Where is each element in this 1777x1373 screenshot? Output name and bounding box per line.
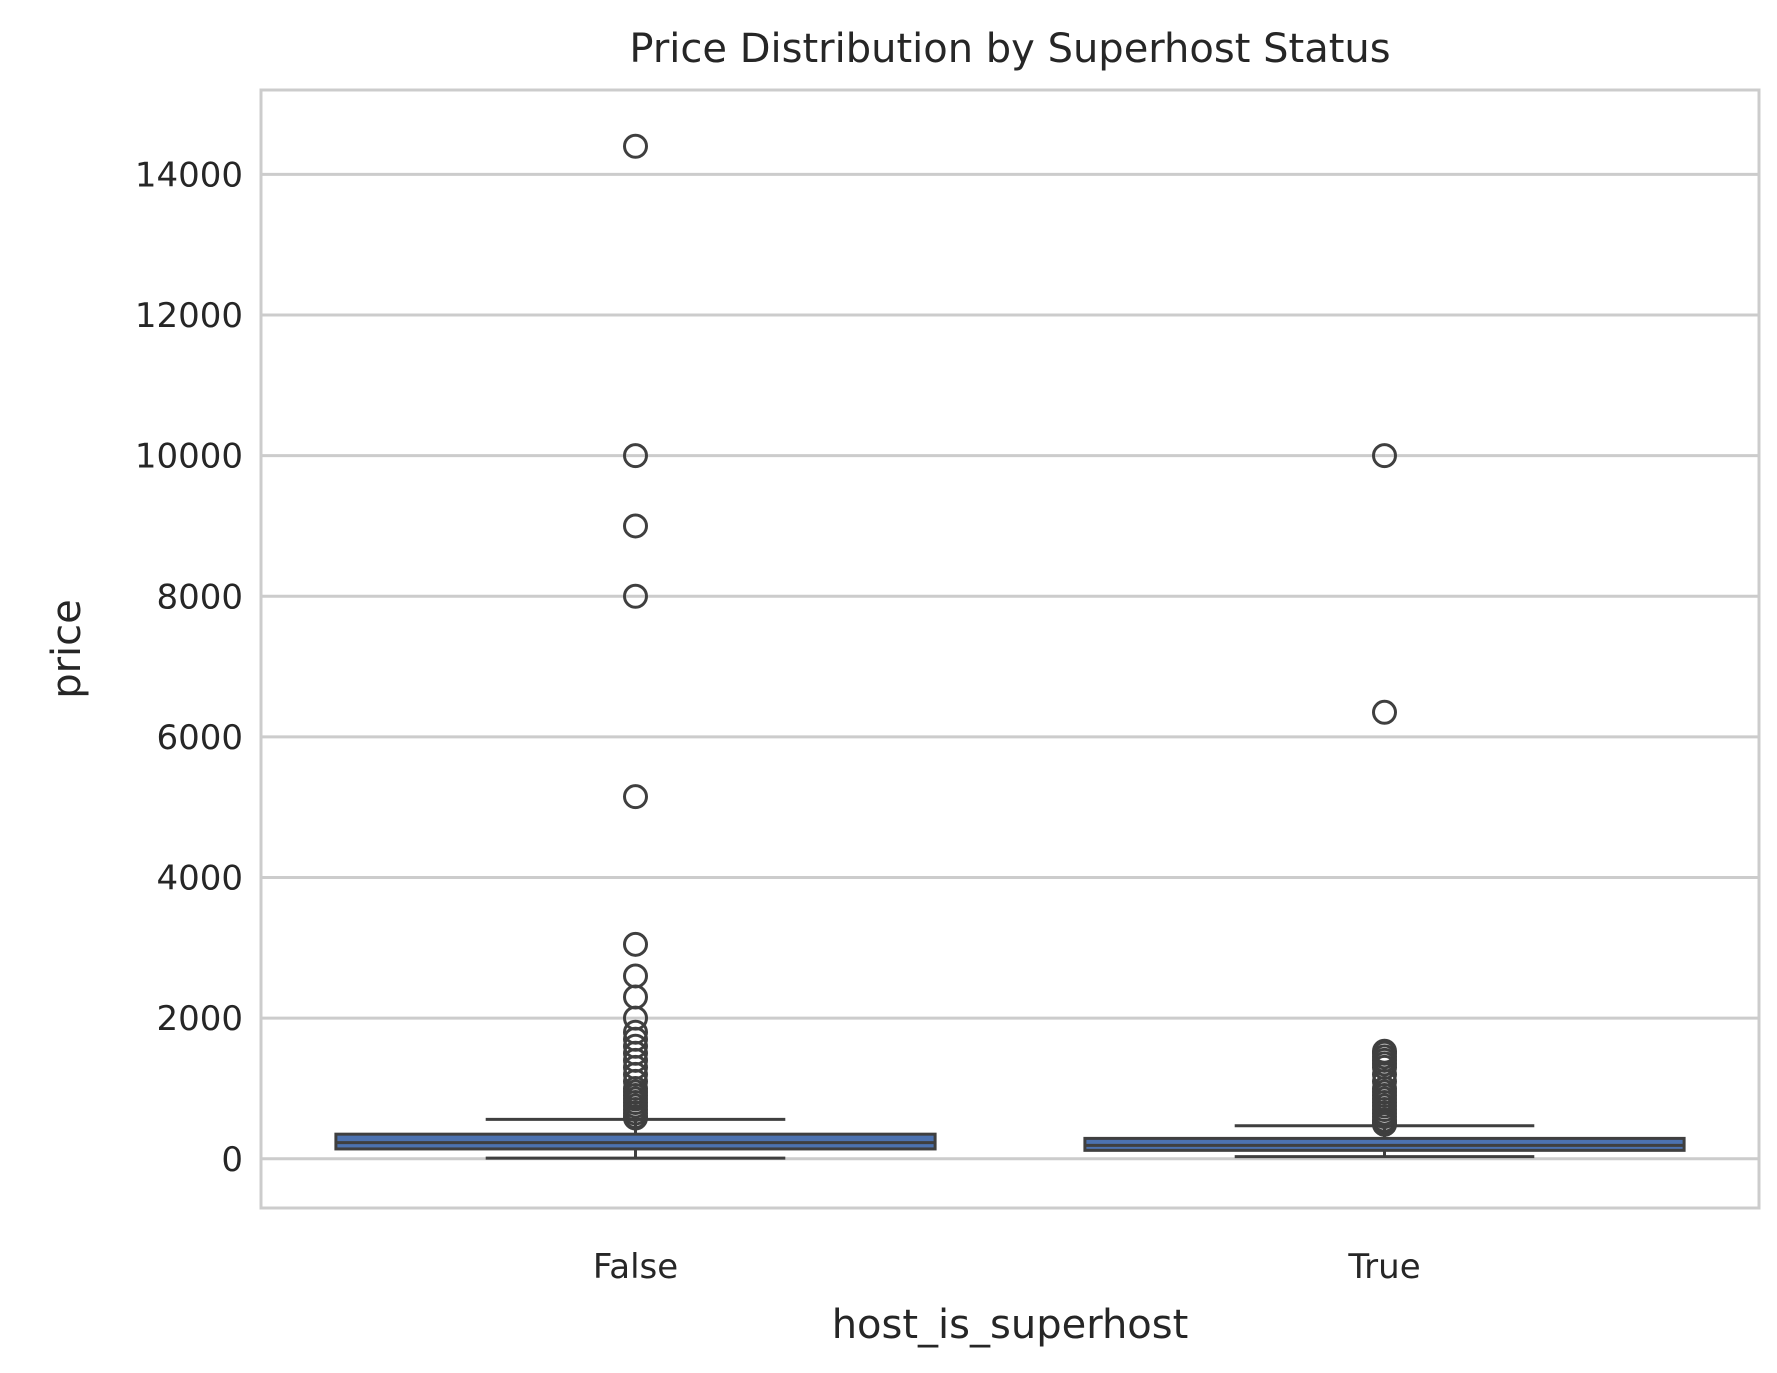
outlier-point [1372,443,1397,469]
y-tick-label: 14000 [135,155,243,195]
y-tick-label: 4000 [156,859,243,899]
x-tick-label: True [1347,1247,1420,1287]
chart-title: Price Distribution by Superhost Status [629,26,1390,72]
outlier-point [623,1105,648,1131]
outlier-point [623,931,648,957]
y-tick-label: 12000 [135,296,243,336]
x-tick-labels: False True [593,1247,1421,1287]
outlier-point [623,513,648,539]
y-axis-label: price [44,599,90,699]
plot-frame [259,88,1761,1210]
y-tick-label: 2000 [156,999,243,1039]
outlier-point [623,984,648,1010]
y-tick-labels: 0 2000 4000 6000 8000 10000 12000 14000 [135,155,243,1179]
outlier-point [623,443,648,469]
box-plots [334,133,1686,1160]
x-axis-label: host_is_superhost [832,1302,1189,1348]
outlier-point [623,784,648,810]
box-group-false [334,133,937,1160]
y-tick-label: 10000 [135,437,243,477]
x-tick-label: False [593,1247,678,1287]
outlier-point [1372,1111,1397,1137]
box-group-true [1083,443,1686,1159]
outlier-point [623,133,648,159]
y-tick-label: 6000 [156,718,243,758]
outlier-point [1372,699,1397,725]
outlier-point [623,583,648,609]
y-tick-label: 0 [221,1140,243,1180]
y-tick-label: 8000 [156,577,243,617]
outlier-point [623,963,648,989]
grid-lines [261,172,1759,1161]
